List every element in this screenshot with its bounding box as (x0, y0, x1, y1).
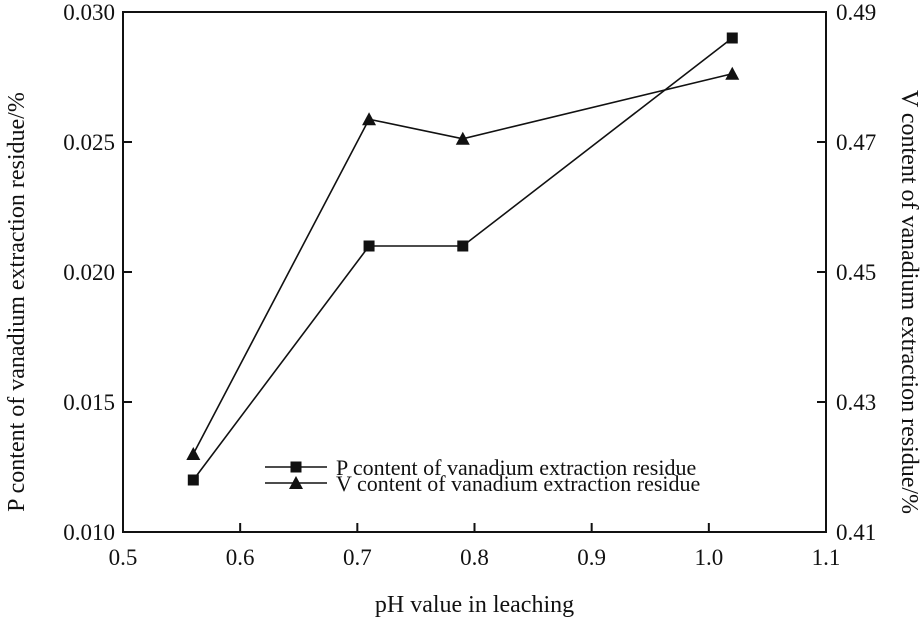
data-point-v-content (455, 131, 470, 145)
right-y-tick-label: 0.43 (836, 390, 876, 415)
data-point-v-content (725, 66, 740, 80)
left-y-axis-ticks: 0.010 0.015 0.020 0.025 0.030 (63, 0, 132, 545)
left-y-tick-label: 0.020 (63, 260, 115, 285)
left-y-tick-label: 0.015 (63, 390, 115, 415)
series-line-p-content (192, 37, 733, 481)
right-y-axis-label: V content of vanadium extraction residue… (896, 90, 920, 514)
plot-frame (122, 11, 827, 533)
x-tick-label: 0.9 (577, 545, 606, 570)
legend-item-p-content: P content of vanadium extraction residue (265, 455, 696, 480)
data-point-v-content (362, 112, 377, 126)
right-y-tick-label: 0.41 (836, 520, 876, 545)
legend-label-v-content: V content of vanadium extraction residue (336, 471, 700, 496)
x-tick-label: 0.6 (226, 545, 255, 570)
right-y-tick-label: 0.45 (836, 260, 876, 285)
x-tick-label: 0.8 (460, 545, 489, 570)
series-lines (192, 37, 733, 481)
left-y-axis-label: P content of vanadium extraction residue… (4, 92, 30, 512)
legend-marker-square (290, 461, 302, 473)
left-y-tick-label: 0.030 (63, 0, 115, 25)
data-point-p-content (187, 474, 199, 486)
legend-marker-triangle (289, 476, 303, 489)
left-y-tick-label: 0.025 (63, 130, 115, 155)
x-axis-label: pH value in leaching (375, 592, 574, 618)
x-tick-label: 0.5 (109, 545, 138, 570)
right-y-axis-ticks: 0.41 0.43 0.45 0.47 0.49 (817, 0, 876, 545)
data-point-p-content (726, 32, 738, 44)
legend: P content of vanadium extraction residue… (265, 455, 700, 496)
right-y-tick-label: 0.47 (836, 130, 876, 155)
data-point-p-content (363, 240, 375, 252)
left-y-tick-label: 0.010 (63, 520, 115, 545)
plot-border (122, 11, 827, 533)
x-tick-label: 0.7 (343, 545, 372, 570)
right-y-tick-label: 0.49 (836, 0, 876, 25)
data-point-v-content (186, 447, 201, 460)
data-point-p-content (457, 240, 469, 252)
x-tick-label: 1.0 (694, 545, 723, 570)
legend-label-p-content: P content of vanadium extraction residue (336, 455, 696, 480)
x-axis-ticks: 0.5 0.6 0.7 0.8 0.9 1.0 1.1 (109, 523, 841, 570)
legend-item-v-content: V content of vanadium extraction residue (265, 471, 700, 496)
series-line-v-content (192, 72, 733, 455)
x-tick-label: 1.1 (812, 545, 841, 570)
series-markers (186, 32, 740, 486)
